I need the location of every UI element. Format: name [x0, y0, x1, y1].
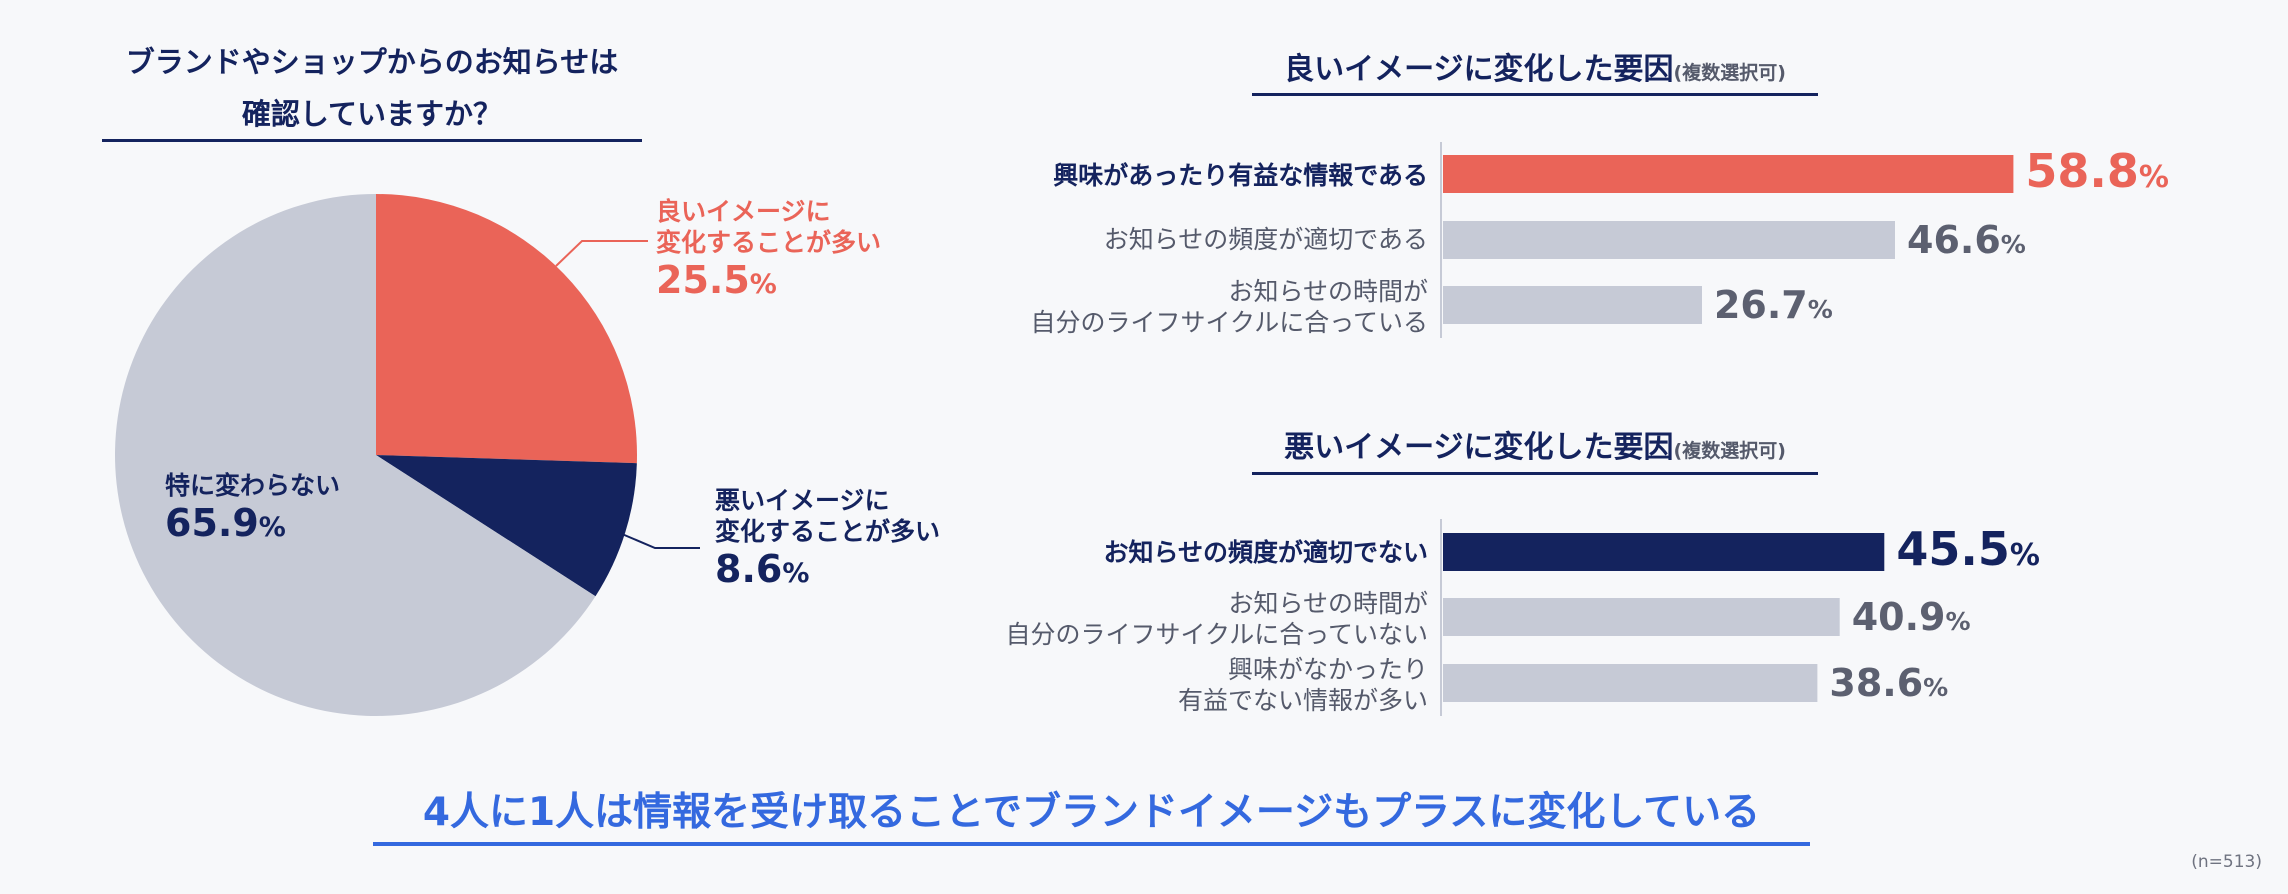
pie-chart-title: ブランドやショップからのお知らせは 確認していますか？	[102, 36, 642, 140]
pie-value-bad: 8.6%	[715, 547, 810, 591]
pie-label-neutral: 特に変わらない 65.9%	[165, 470, 340, 550]
conclusion-text: 4人に1人は情報を受け取ることでブランドイメージもプラスに変化している	[422, 790, 1761, 835]
bad-chart-title: 悪いイメージに変化した要因(複数選択可)	[1252, 422, 1818, 466]
bad-cat-label-2: お知らせの時間が 自分のライフサイクルに合っていない	[1005, 589, 1428, 649]
good-cat-label-1: 興味があったり有益な情報である	[1053, 161, 1428, 190]
pie-title-underline	[102, 139, 642, 142]
pie-label-good-line1: 良いイメージに	[656, 197, 831, 226]
pie-label-good: 良いイメージに 変化することが多い 25.5%	[656, 196, 881, 307]
bad-bar-value-2: 40.9%	[1851, 595, 1971, 639]
pie-title-line-2: 確認していますか？	[241, 97, 503, 131]
good-chart-title: 良いイメージに変化した要因(複数選択可)	[1252, 44, 1818, 88]
pie-label-bad-line1: 悪いイメージに	[715, 486, 890, 515]
good-chart-note: (複数選択可)	[1673, 62, 1786, 84]
pie-label-neutral-line1: 特に変わらない	[165, 471, 341, 500]
good-bar-2	[1443, 221, 1895, 259]
good-chart-title-text: 良いイメージに変化した要因	[1284, 52, 1674, 87]
bad-bar-3	[1443, 664, 1818, 702]
pie-slice-bad	[376, 455, 637, 597]
good-chart-title-underline	[1252, 93, 1818, 96]
good-cat-label-2: お知らせの頻度が適切である	[1103, 225, 1428, 254]
bad-bar-value-1: 45.5%	[1896, 522, 2040, 576]
bad-bar-value-3: 38.6%	[1829, 661, 1949, 705]
bad-chart-note: (複数選択可)	[1673, 440, 1786, 462]
pie-slice-good	[376, 194, 637, 464]
bad-chart-title-text: 悪いイメージに変化した要因	[1284, 430, 1674, 465]
bad-bar-1	[1443, 533, 1885, 571]
conclusion-underline	[373, 842, 1810, 846]
good-bar-1	[1443, 155, 2014, 193]
bad-cat-label-3: 興味がなかったり 有益でない情報が多い	[1177, 655, 1428, 715]
pie-label-good-line2: 変化することが多い	[656, 228, 882, 257]
pie-leader-good	[555, 240, 648, 267]
sample-size-note: (n=513)	[2191, 852, 2262, 872]
pie-value-good: 25.5%	[656, 258, 777, 302]
good-bar-value-1: 58.8%	[2025, 144, 2169, 198]
pie-leader-bad	[621, 533, 700, 549]
good-bar-value-3: 26.7%	[1713, 283, 1833, 327]
bad-chart-title-underline	[1252, 472, 1818, 475]
bad-bar-2	[1443, 598, 1840, 636]
bad-cat-label-1: お知らせの頻度が適切でない	[1103, 538, 1428, 567]
good-cat-label-3: お知らせの時間が 自分のライフサイクルに合っている	[1030, 277, 1428, 337]
pie-slice-neutral	[115, 194, 596, 716]
pie-label-bad: 悪いイメージに 変化することが多い 8.6%	[715, 485, 940, 596]
pie-title-line-1: ブランドやショップからのお知らせは	[125, 45, 619, 79]
pie-label-bad-line2: 変化することが多い	[715, 517, 941, 546]
good-bar-3	[1443, 286, 1702, 324]
good-bar-value-2: 46.6%	[1907, 218, 2026, 262]
pie-value-neutral: 65.9%	[165, 501, 286, 545]
